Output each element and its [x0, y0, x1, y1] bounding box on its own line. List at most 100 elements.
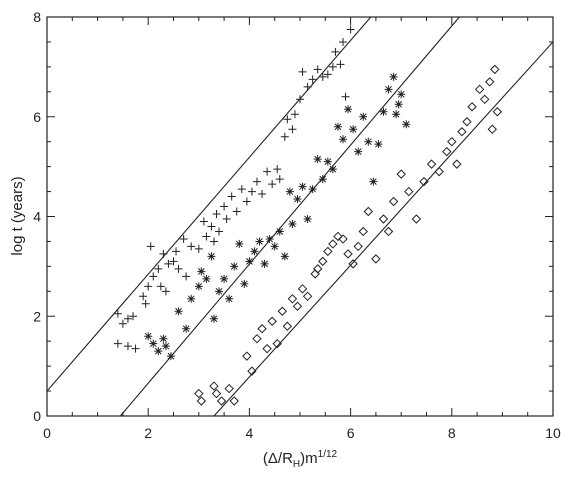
plus-point: [172, 247, 181, 256]
asterisk-point: [392, 110, 401, 119]
asterisk-point: [230, 262, 239, 271]
diamond-point: [257, 324, 267, 334]
diamond-point: [404, 186, 414, 197]
diamond-point: [247, 366, 257, 376]
fit-line-1: [46, 16, 372, 392]
plus-point: [174, 264, 183, 273]
diamond-point: [277, 306, 287, 316]
plus-point: [199, 217, 208, 226]
diamond-point: [434, 166, 444, 177]
plus-point: [242, 197, 251, 206]
asterisk-point: [235, 239, 244, 248]
fit-line-3: [213, 41, 554, 417]
asterisk-point: [397, 90, 406, 99]
asterisk-point: [288, 219, 297, 228]
diamond-point: [282, 321, 293, 331]
plus-point: [202, 232, 211, 241]
asterisk-point: [402, 120, 411, 129]
plus-point: [296, 95, 304, 104]
diamond-point: [492, 107, 503, 117]
plus-point: [313, 65, 322, 74]
plus-point: [288, 125, 297, 134]
diamond-point: [272, 338, 282, 349]
plus-point: [252, 177, 261, 186]
x-tick-label: 2: [144, 425, 152, 441]
plus-point: [141, 299, 150, 308]
diamond-point: [194, 388, 204, 399]
plus-point: [323, 70, 332, 79]
asterisk-point: [207, 252, 216, 261]
asterisk-point: [328, 165, 337, 174]
asterisk-point: [344, 105, 353, 114]
plus-point: [113, 309, 122, 318]
x-tick-label: 8: [448, 425, 456, 441]
diamond-point: [323, 246, 333, 257]
plus-point: [123, 342, 132, 351]
plus-point: [331, 47, 340, 56]
asterisk-point: [149, 339, 158, 348]
plus-point: [161, 287, 170, 296]
plus-point: [182, 272, 191, 281]
diamond-point: [419, 176, 429, 187]
asterisk-point: [144, 332, 153, 341]
plus-point: [118, 319, 127, 328]
asterisk-point: [270, 242, 279, 251]
diamond-point: [467, 102, 477, 112]
diamond-point: [479, 94, 490, 105]
diamond-point: [447, 136, 457, 147]
plus-point: [283, 115, 292, 124]
diamond-point: [302, 291, 313, 302]
diamond-point: [328, 239, 338, 249]
asterisk-point: [394, 100, 403, 109]
plus-point: [227, 192, 236, 201]
diamond-point: [411, 214, 422, 224]
asterisk-point: [359, 112, 368, 121]
diamond-point: [426, 159, 437, 169]
plus-point: [280, 132, 289, 141]
plus-point: [273, 165, 282, 174]
asterisk-point: [285, 187, 294, 196]
diamond-point: [353, 241, 363, 252]
asterisk-point: [389, 72, 398, 81]
diamond-point: [338, 234, 348, 244]
diamond-point: [358, 226, 368, 237]
diamond-point: [452, 159, 462, 169]
asterisk-point: [250, 247, 259, 256]
asterisk-point: [245, 257, 254, 266]
diamond-point: [216, 396, 227, 406]
diamond-point: [196, 396, 207, 406]
diamond-point: [371, 254, 381, 264]
asterisk-point: [333, 122, 342, 131]
asterisk-point: [260, 259, 269, 268]
diamond-point: [474, 84, 485, 95]
diamond-point: [396, 169, 406, 179]
plus-point: [164, 259, 173, 268]
diamond-point: [490, 64, 500, 75]
asterisk-point: [308, 185, 317, 194]
plus-point: [346, 25, 355, 34]
diamond-point: [224, 383, 234, 394]
diamond-point: [333, 231, 343, 242]
plus-point: [215, 227, 224, 236]
plus-point: [318, 72, 327, 81]
plus-point: [263, 167, 272, 176]
plus-point: [275, 175, 284, 184]
plus-point: [194, 244, 203, 253]
asterisk-point: [280, 252, 289, 261]
plus-point: [268, 180, 277, 189]
plus-point: [232, 207, 241, 216]
x-tick-label: 4: [246, 425, 254, 441]
asterisk-point: [220, 274, 229, 283]
x-tick-label: 0: [43, 425, 51, 441]
asterisk-point: [374, 140, 383, 149]
plus-point: [156, 282, 165, 291]
asterisk-point: [225, 294, 234, 303]
plus-point: [144, 282, 153, 291]
plus-point: [139, 292, 148, 301]
diamond-point: [343, 249, 353, 259]
plus-point: [341, 92, 350, 101]
asterisk-point: [166, 352, 175, 361]
asterisk-point: [379, 107, 388, 116]
asterisk-point: [187, 294, 196, 303]
diamond-point: [297, 284, 308, 294]
